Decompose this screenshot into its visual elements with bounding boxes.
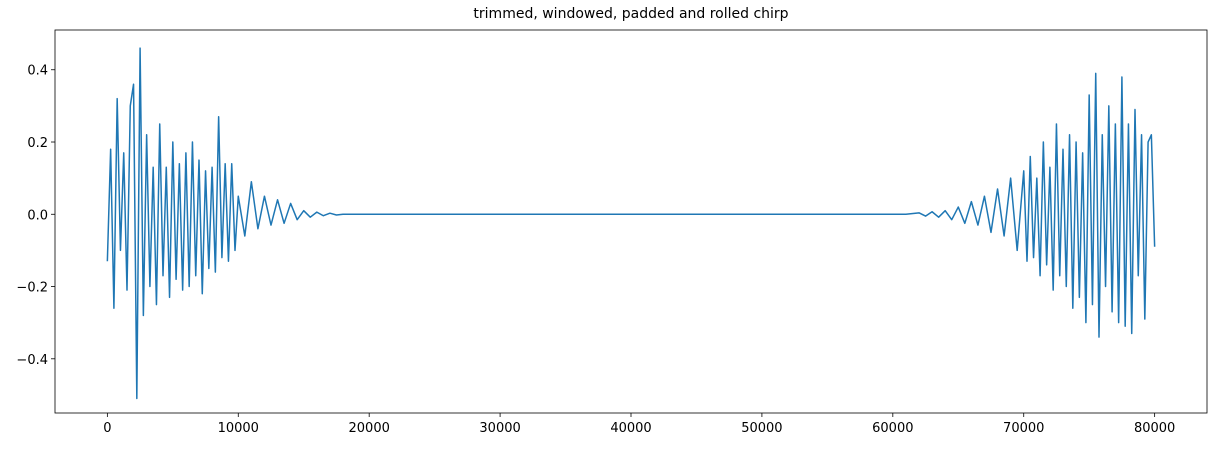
x-tick-label: 30000 (479, 421, 520, 436)
y-tick-label: −0.4 (16, 353, 48, 368)
x-tick-label: 10000 (218, 421, 259, 436)
x-tick-label: 40000 (610, 421, 651, 436)
x-tick-label: 0 (103, 421, 111, 436)
x-tick-label: 60000 (872, 421, 913, 436)
x-tick-label: 20000 (349, 421, 390, 436)
x-tick-label: 70000 (1003, 421, 1044, 436)
y-tick-label: 0.2 (27, 136, 48, 151)
chart-title: trimmed, windowed, padded and rolled chi… (473, 6, 788, 22)
data-line (106, 47, 1156, 400)
y-tick-label: −0.2 (16, 281, 48, 296)
x-tick-label: 50000 (741, 421, 782, 436)
plot-frame (54, 29, 1208, 414)
x-tick-label: 80000 (1134, 421, 1175, 436)
y-tick-label: 0.0 (27, 208, 48, 223)
y-tick-label: 0.4 (27, 64, 48, 79)
